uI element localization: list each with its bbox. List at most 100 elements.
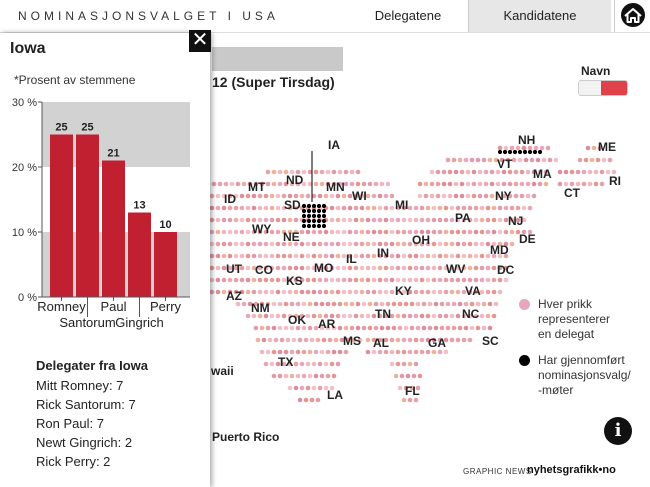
delegate-dot bbox=[419, 241, 425, 247]
delegate-dot bbox=[513, 193, 519, 199]
state-label-ms[interactable]: MS bbox=[343, 334, 361, 348]
tab-kandidatene[interactable]: Kandidatene bbox=[468, 0, 611, 32]
delegate-dot bbox=[271, 325, 277, 331]
close-button[interactable]: ✕ bbox=[189, 30, 211, 52]
legend-line: nominasjonsvalg/ bbox=[538, 368, 631, 382]
state-label-nd[interactable]: ND bbox=[286, 173, 304, 187]
home-button[interactable] bbox=[614, 0, 650, 32]
state-label-ri[interactable]: RI bbox=[609, 174, 621, 188]
state-label-sc[interactable]: SC bbox=[482, 334, 499, 348]
delegate-dot bbox=[331, 301, 337, 307]
state-label-in[interactable]: IN bbox=[377, 246, 389, 260]
state-label-nm[interactable]: NM bbox=[251, 301, 270, 315]
state-label-ky[interactable]: KY bbox=[395, 284, 412, 298]
delegate-dot bbox=[313, 181, 319, 187]
bar-santorum[interactable] bbox=[76, 134, 99, 298]
delegate-dot bbox=[421, 301, 427, 307]
state-label-me[interactable]: ME bbox=[598, 140, 616, 154]
state-label-ny[interactable]: NY bbox=[495, 189, 512, 203]
delegate-dot bbox=[323, 289, 329, 295]
state-label-oh[interactable]: OH bbox=[412, 233, 430, 247]
delegate-dot bbox=[413, 361, 419, 367]
state-label-id[interactable]: ID bbox=[224, 192, 236, 206]
state-label-wy[interactable]: WY bbox=[252, 222, 271, 236]
state-label-mn[interactable]: MN bbox=[326, 180, 345, 194]
delegate-dot bbox=[449, 253, 455, 259]
bar-romney[interactable] bbox=[50, 134, 73, 298]
tab-delegatene[interactable]: Delegatene bbox=[350, 0, 466, 32]
state-label-md[interactable]: MD bbox=[490, 243, 509, 257]
state-label-mt[interactable]: MT bbox=[248, 180, 266, 194]
delegate-dot bbox=[413, 337, 419, 343]
delegate-dot bbox=[235, 181, 241, 187]
state-label-ok[interactable]: OK bbox=[288, 313, 306, 327]
state-label-wi[interactable]: WI bbox=[352, 189, 367, 203]
delegate-dot bbox=[521, 205, 527, 211]
delegate-dot bbox=[395, 337, 401, 343]
state-label-tx[interactable]: TX bbox=[278, 355, 293, 369]
state-label-il[interactable]: IL bbox=[346, 252, 357, 266]
delegate-dot bbox=[323, 313, 329, 319]
state-label-wv[interactable]: WV bbox=[446, 262, 465, 276]
state-label-az[interactable]: AZ bbox=[226, 289, 242, 303]
delegate-item: Newt Gingrich: 2 bbox=[36, 435, 133, 450]
completed-dot bbox=[306, 223, 312, 229]
state-label-fl[interactable]: FL bbox=[405, 384, 420, 398]
delegate-dot bbox=[455, 289, 461, 295]
completed-dot bbox=[301, 218, 307, 224]
delegate-dot bbox=[217, 181, 223, 187]
state-label-ma[interactable]: MA bbox=[533, 167, 552, 181]
state-label-ut[interactable]: UT bbox=[226, 262, 243, 276]
state-label-co[interactable]: CO bbox=[255, 263, 273, 277]
state-label-ct[interactable]: CT bbox=[564, 186, 581, 200]
delegate-dot bbox=[413, 289, 419, 295]
delegate-dot bbox=[407, 205, 413, 211]
delegate-dot bbox=[539, 145, 545, 151]
delegate-dot bbox=[353, 217, 359, 223]
state-label-pa[interactable]: PA bbox=[455, 211, 471, 225]
state-label-ga[interactable]: GA bbox=[428, 336, 446, 350]
state-label-nh[interactable]: NH bbox=[518, 133, 535, 147]
delegate-dot bbox=[377, 289, 383, 295]
legend-dot-black bbox=[519, 355, 530, 366]
delegate-dot bbox=[329, 217, 335, 223]
delegate-dot bbox=[535, 157, 541, 163]
delegate-dot bbox=[383, 349, 389, 355]
state-label-ks[interactable]: KS bbox=[286, 274, 303, 288]
delegate-dot bbox=[437, 289, 443, 295]
delegate-dot bbox=[383, 289, 389, 295]
bar-gingrich[interactable] bbox=[128, 212, 151, 298]
delegate-dot bbox=[479, 277, 485, 283]
state-label-nj[interactable]: NJ bbox=[508, 214, 523, 228]
state-label-tn[interactable]: TN bbox=[375, 307, 391, 321]
delegate-dot bbox=[401, 337, 407, 343]
delegate-dot bbox=[241, 301, 247, 307]
state-label-dc[interactable]: DC bbox=[497, 263, 515, 277]
state-label-al[interactable]: AL bbox=[373, 336, 389, 350]
state-label-de[interactable]: DE bbox=[519, 232, 536, 246]
state-label-vt[interactable]: VT bbox=[497, 157, 513, 171]
delegate-dot bbox=[431, 229, 437, 235]
delegate-dot bbox=[311, 193, 317, 199]
state-label-ar[interactable]: AR bbox=[318, 317, 336, 331]
state-label-la[interactable]: LA bbox=[327, 388, 343, 402]
delegate-dot bbox=[377, 205, 383, 211]
delegate-dot bbox=[317, 385, 323, 391]
delegate-dot bbox=[373, 181, 379, 187]
delegate-dot bbox=[449, 241, 455, 247]
state-label-mo[interactable]: MO bbox=[314, 261, 333, 275]
info-button[interactable]: i bbox=[604, 417, 632, 445]
state-label-ia[interactable]: IA bbox=[328, 138, 340, 152]
state-label-mi[interactable]: MI bbox=[395, 198, 408, 212]
date-bar bbox=[212, 47, 343, 71]
state-label-nc[interactable]: NC bbox=[462, 307, 480, 321]
state-label-sd[interactable]: SD bbox=[284, 198, 301, 212]
state-label-va[interactable]: VA bbox=[465, 284, 481, 298]
delegate-dot bbox=[383, 217, 389, 223]
state-label-ne[interactable]: NE bbox=[283, 230, 300, 244]
navn-toggle[interactable] bbox=[578, 80, 628, 96]
bar-paul[interactable] bbox=[102, 160, 125, 298]
bar-perry[interactable] bbox=[154, 232, 177, 297]
delegate-dot bbox=[319, 325, 325, 331]
